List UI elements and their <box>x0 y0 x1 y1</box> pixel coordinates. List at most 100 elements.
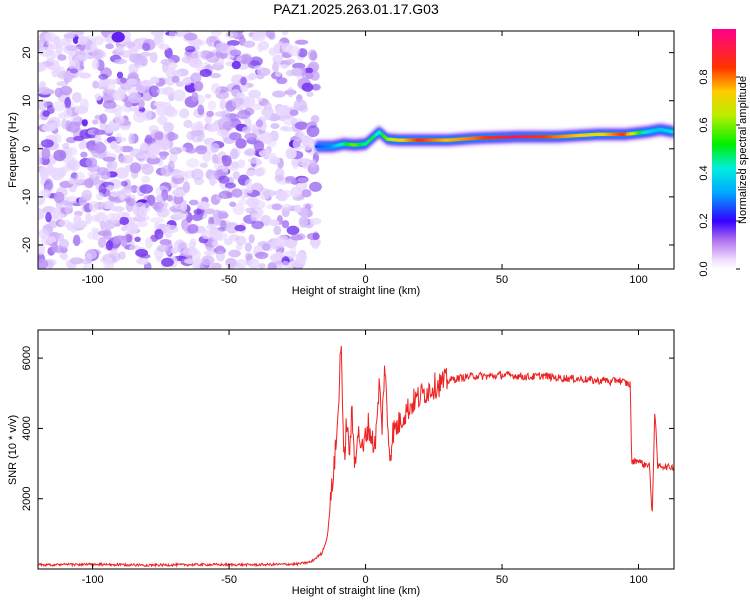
noise-blob <box>96 192 104 201</box>
noise-blob <box>169 147 182 155</box>
noise-blob <box>139 253 151 259</box>
noise-blob <box>272 90 286 98</box>
noise-blob <box>89 200 99 212</box>
y-tick-label: 10 <box>21 95 33 107</box>
noise-blob <box>51 241 58 253</box>
noise-blob <box>111 31 125 43</box>
noise-blob <box>247 158 262 164</box>
y-tick-label: 4000 <box>21 416 33 440</box>
noise-blob <box>38 86 51 95</box>
noise-blob <box>211 262 222 269</box>
noise-blob <box>68 177 75 185</box>
noise-blob <box>80 151 88 158</box>
noise-blob <box>53 191 65 203</box>
noise-blob <box>38 258 49 269</box>
noise-blob <box>292 138 301 150</box>
noise-blob <box>171 170 185 179</box>
noise-blob <box>91 227 100 234</box>
snr-panel: -100 -50 0 50 100 2000 4000 6000 Height of str… <box>7 329 675 597</box>
noise-blob <box>272 61 280 73</box>
noise-blob <box>99 201 111 210</box>
noise-blob <box>236 92 245 98</box>
noise-blob <box>188 57 203 68</box>
noise-blob <box>70 115 81 123</box>
noise-blob <box>113 235 127 241</box>
noise-blob <box>168 31 176 39</box>
noise-blob <box>191 50 203 59</box>
noise-blob <box>284 178 298 184</box>
noise-blob <box>246 187 253 194</box>
noise-blob <box>294 121 309 130</box>
noise-blob <box>146 156 161 165</box>
noise-blob <box>120 225 128 232</box>
noise-blob <box>257 42 264 53</box>
noise-blob <box>281 42 293 53</box>
noise-blob <box>140 79 154 87</box>
noise-blob <box>38 156 43 166</box>
noise-blob <box>241 126 251 134</box>
noise-blob <box>244 148 256 157</box>
noise-blob <box>215 250 226 262</box>
signal-line <box>314 122 674 154</box>
noise-blob <box>55 232 65 242</box>
noise-blob <box>141 163 154 175</box>
noise-blob <box>116 71 124 79</box>
noise-blob <box>244 242 252 252</box>
noise-blob <box>114 58 127 65</box>
noise-blob <box>139 184 154 194</box>
noise-blob <box>285 58 296 64</box>
noise-blob <box>66 147 78 156</box>
noise-blob <box>93 129 106 135</box>
noise-blob <box>237 199 250 205</box>
noise-blob <box>164 230 173 238</box>
noise-blob <box>248 258 260 269</box>
noise-blob <box>182 181 190 194</box>
noise-blob <box>84 178 94 189</box>
noise-blob <box>206 223 216 230</box>
noise-blob <box>57 54 67 61</box>
noise-blob <box>225 257 237 267</box>
noise-blob <box>229 132 242 141</box>
y-tick-label: 0 <box>21 146 33 152</box>
noise-blob <box>231 188 243 198</box>
x-tick-label: 100 <box>629 274 647 286</box>
noise-blob <box>80 98 89 111</box>
noise-blob <box>285 147 297 160</box>
noise-blob <box>68 59 81 72</box>
noise-blob <box>42 189 51 199</box>
snr-background <box>38 330 674 569</box>
noise-blob <box>290 234 303 241</box>
noise-blob <box>232 171 240 180</box>
noise-blob <box>309 217 322 225</box>
noise-blob <box>127 222 139 234</box>
noise-blob <box>273 251 284 262</box>
snr-y-label: SNR (10 * v/v) <box>7 415 19 485</box>
noise-blob <box>118 188 132 199</box>
noise-blob <box>306 125 320 138</box>
noise-blob <box>172 188 186 198</box>
figure-title: PAZ1.2025.263.01.17.G03 <box>273 1 439 17</box>
noise-blob <box>251 220 264 230</box>
noise-blob <box>229 148 239 160</box>
noise-blob <box>129 244 140 251</box>
noise-blob <box>105 43 114 50</box>
noise-blob <box>110 213 121 224</box>
noise-blob <box>301 189 312 198</box>
noise-blob <box>306 232 321 241</box>
noise-blob <box>44 178 54 191</box>
noise-blob <box>236 55 243 62</box>
noise-blob <box>120 77 127 84</box>
noise-blob <box>92 80 99 89</box>
noise-blob <box>265 147 272 157</box>
noise-blob <box>221 109 230 119</box>
noise-blob <box>49 122 62 128</box>
noise-blob <box>282 203 293 210</box>
noise-blob <box>79 72 92 79</box>
noise-blob <box>232 203 245 215</box>
noise-blob <box>235 235 247 246</box>
x-tick-label: 0 <box>362 274 368 286</box>
noise-blob <box>245 207 256 214</box>
noise-blob <box>75 54 87 60</box>
noise-blob <box>218 175 230 184</box>
noise-blob <box>58 219 71 227</box>
